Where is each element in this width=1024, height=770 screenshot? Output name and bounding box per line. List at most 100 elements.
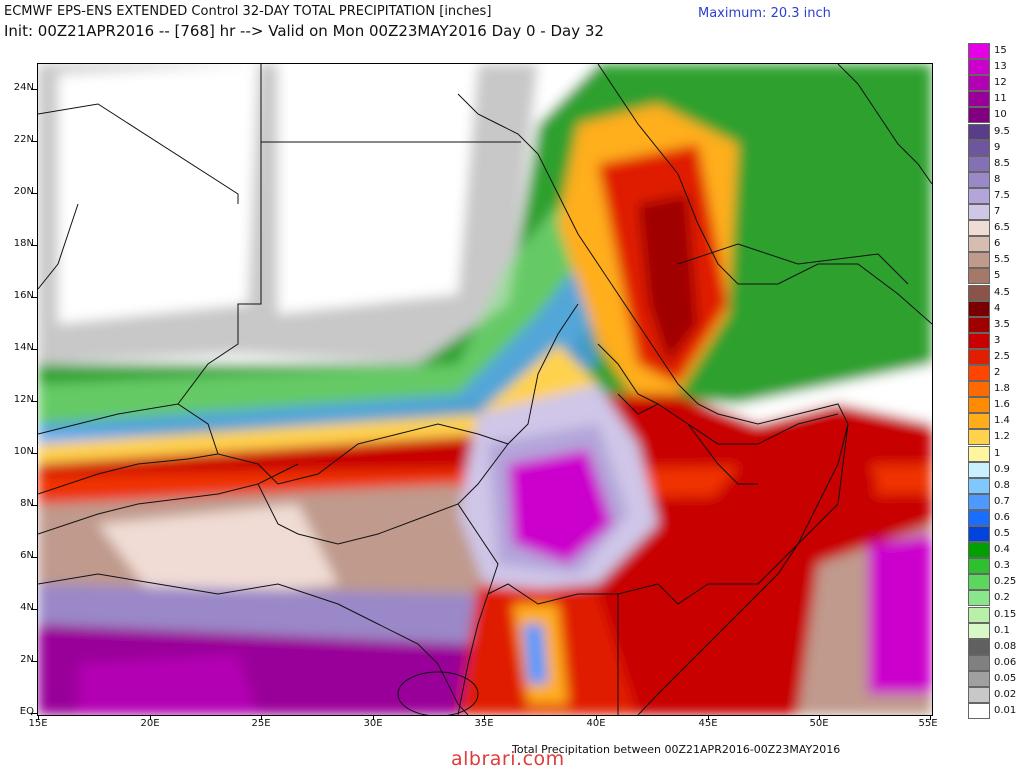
legend-swatch [968,429,990,446]
precipitation-map [37,63,933,716]
country-borders [38,64,909,715]
legend-label: 0.05 [994,672,1017,684]
legend-swatch [968,268,990,285]
legend-label: 0.7 [994,495,1010,507]
lat-tick [31,245,37,246]
legend-label: 10 [994,109,1007,121]
legend-label: 3.5 [994,318,1010,330]
legend-label: 0.6 [994,511,1010,523]
lat-label: EQ [19,706,34,717]
lat-tick [31,453,37,454]
legend-label: 1 [994,447,1001,459]
lake-victoria-outline [397,671,479,715]
lat-label: 2N [20,654,34,665]
legend-swatch [968,670,990,687]
legend-label: 2 [994,367,1001,378]
lon-tick [484,715,485,720]
lat-tick [31,349,37,350]
legend-swatch [968,139,990,156]
lat-label: 14N [13,342,34,353]
legend-label: 9.5 [994,125,1010,137]
lat-tick [31,141,37,142]
lat-label: 6N [20,550,34,561]
lon-tick [708,715,709,720]
lat-tick [31,401,37,402]
legend-swatch [968,348,990,365]
legend-swatch [968,477,990,494]
lon-label: 25E [251,718,271,729]
lon-label: 30E [363,718,383,729]
lon-label: 50E [809,718,829,729]
legend-label: 0.9 [994,463,1010,475]
map-canvas [38,64,932,715]
lat-label: 4N [20,602,34,613]
legend-swatch [968,59,990,76]
legend-label: 1.6 [994,399,1010,411]
legend-swatch [968,155,990,172]
footer-caption: Total Precipitation between 00Z21APR2016… [512,743,841,756]
legend-swatch [968,332,990,349]
lat-tick [31,557,37,558]
legend-label: 0.8 [994,479,1010,491]
lon-tick [596,715,597,720]
legend-label: 0.4 [994,544,1010,556]
legend-swatch [968,413,990,430]
chart-title: ECMWF EPS-ENS EXTENDED Control 32-DAY TO… [4,4,492,19]
legend-swatch [968,542,990,559]
legend-swatch [968,703,990,720]
legend-label: 0.01 [994,705,1017,717]
legend-label: 1.8 [994,383,1010,395]
lon-label: 20E [140,718,160,729]
legend-swatch [968,574,990,591]
precip-field [38,64,932,715]
lat-label: 22N [13,134,34,145]
lat-label: 12N [13,394,34,405]
legend-label: 7 [994,206,1001,217]
legend-swatch [968,590,990,607]
legend-swatch [968,236,990,253]
lon-tick [38,715,39,720]
legend-swatch [968,445,990,462]
legend-label: 1.2 [994,431,1010,443]
legend-label: 0.15 [994,608,1017,620]
legend-label: 11 [994,93,1007,105]
lon-tick [150,715,151,720]
legend-swatch [968,606,990,623]
legend-swatch [968,365,990,381]
legend-swatch [968,558,990,575]
legend-swatch [968,526,990,542]
legend-swatch [968,252,990,269]
legend-label: 0.08 [994,640,1017,652]
legend-label: 0.06 [994,656,1017,668]
lat-tick [31,661,37,662]
legend-label: 1.4 [994,415,1010,427]
legend-label: 7.5 [994,189,1010,201]
legend-label: 4 [994,302,1001,314]
legend-swatch [968,509,990,526]
legend-swatch [968,687,990,703]
legend-swatch [968,638,990,655]
lon-label: 40E [586,718,606,729]
legend-swatch [968,622,990,639]
lat-label: 24N [13,82,34,93]
legend-swatch [968,171,990,188]
legend-label: 15 [994,45,1007,56]
legend-label: 3 [994,334,1001,346]
maximum-label: Maximum: 20.3 inch [698,6,831,21]
legend-swatch [968,316,990,333]
lon-label: 35E [474,718,494,729]
lat-tick [31,89,37,90]
legend-label: 13 [994,61,1007,73]
lon-label: 55E [918,718,938,729]
lat-label: 16N [13,290,34,301]
legend-swatch [968,461,990,478]
legend-swatch [968,654,990,671]
legend-label: 0.25 [994,576,1017,588]
lon-label: 15E [28,718,48,729]
legend-swatch [968,220,990,237]
legend-label: 5.5 [994,254,1010,266]
legend-label: 5 [994,270,1001,282]
legend-label: 6 [994,238,1001,250]
legend-label: 12 [994,77,1007,89]
coastlines [457,64,932,715]
